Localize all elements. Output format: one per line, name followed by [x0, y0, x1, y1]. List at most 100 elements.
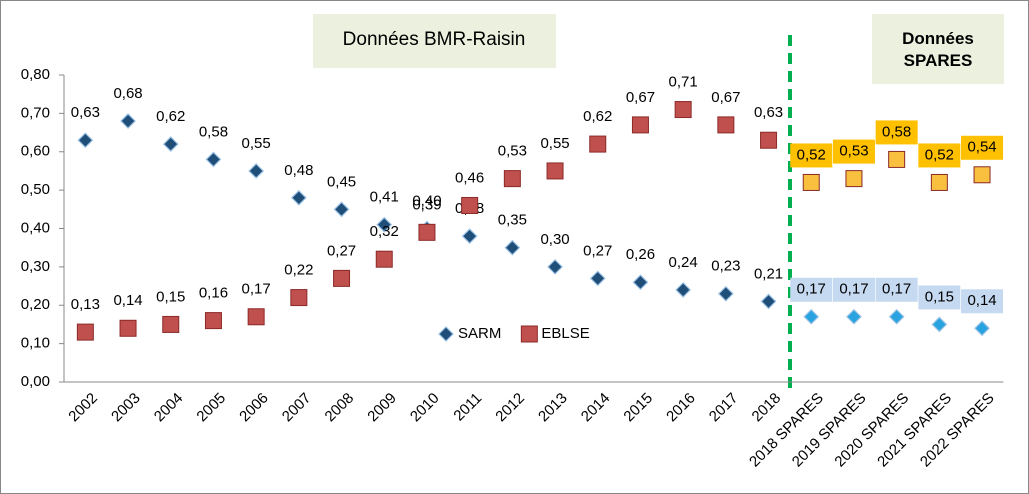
marker	[504, 239, 521, 256]
marker	[119, 319, 137, 337]
data-label: 0,55	[540, 135, 569, 152]
marker	[589, 270, 606, 287]
marker	[333, 269, 351, 287]
y-tick-label: 0,20	[21, 296, 50, 313]
marker	[717, 116, 735, 134]
marker	[520, 325, 538, 343]
data-label: 0,52	[925, 146, 954, 163]
marker	[503, 170, 521, 188]
marker	[546, 162, 564, 180]
marker	[333, 201, 350, 218]
data-label: 0,55	[242, 135, 271, 152]
data-label: 0,14	[113, 292, 142, 309]
data-label: 0,54	[967, 139, 996, 156]
data-label: 0,63	[71, 104, 100, 121]
marker	[77, 132, 94, 149]
marker	[376, 216, 393, 233]
y-tick-label: 0,10	[21, 335, 50, 352]
annotation-box	[313, 14, 556, 68]
data-label: 0,14	[967, 292, 996, 309]
data-label: 0,21	[754, 265, 783, 282]
data-label: 0,27	[583, 242, 612, 259]
label-bg	[875, 120, 918, 145]
data-label: 0,16	[199, 285, 228, 302]
marker	[290, 289, 308, 307]
annotation: Données BMR-Raisin	[343, 29, 526, 50]
marker	[632, 274, 649, 291]
marker	[631, 116, 649, 134]
data-label: 0,27	[327, 242, 356, 259]
marker	[162, 136, 179, 152]
data-label: 0,23	[711, 258, 740, 275]
label-bg	[961, 135, 1004, 160]
label-bg	[832, 277, 875, 302]
marker	[120, 113, 136, 129]
data-label: 0,40	[412, 192, 441, 209]
data-label: 0,67	[711, 89, 740, 106]
label-bg	[918, 285, 961, 310]
data-label: 0,39	[412, 196, 441, 213]
legend-label: EBLSE	[541, 325, 589, 342]
data-label: 0,58	[882, 123, 911, 140]
data-label: 0,35	[498, 212, 527, 229]
marker	[675, 281, 692, 298]
marker	[846, 308, 862, 325]
data-label: 0,46	[455, 169, 484, 186]
label-bg	[790, 143, 833, 168]
marker	[461, 196, 479, 214]
marker	[930, 173, 948, 191]
data-label: 0,63	[754, 104, 783, 121]
data-label: 0,15	[156, 288, 185, 305]
marker	[973, 166, 991, 184]
marker	[375, 250, 393, 268]
legend-label: SARM	[458, 325, 501, 342]
marker	[204, 312, 222, 330]
marker	[547, 258, 563, 275]
marker	[974, 320, 990, 337]
data-label: 0,17	[242, 281, 271, 298]
marker	[888, 150, 906, 168]
marker	[248, 163, 265, 179]
y-tick-label: 0,70	[21, 104, 50, 121]
marker	[418, 223, 436, 241]
label-bg	[832, 139, 875, 164]
data-label: 0,71	[669, 74, 698, 91]
marker	[674, 101, 692, 119]
marker	[247, 308, 265, 326]
data-label: 0,17	[797, 281, 826, 298]
data-label: 0,67	[626, 89, 655, 106]
label-bg	[961, 289, 1004, 314]
y-tick-label: 0,30	[21, 258, 50, 275]
label-bg	[918, 143, 961, 168]
data-label: 0,15	[925, 288, 954, 305]
marker	[290, 189, 307, 206]
data-label: 0,17	[882, 281, 911, 298]
data-label: 0,62	[156, 108, 185, 125]
y-tick-label: 0,80	[21, 66, 50, 83]
annotation-box	[872, 14, 1004, 84]
y-tick-label: 0,60	[21, 143, 50, 160]
marker	[931, 316, 948, 333]
y-tick-label: 0,00	[21, 373, 50, 390]
data-label: 0,53	[839, 143, 868, 160]
marker	[888, 308, 905, 325]
marker	[803, 308, 820, 325]
data-label: 0,22	[284, 262, 313, 279]
data-label: 0,24	[669, 254, 698, 271]
marker	[162, 315, 180, 333]
marker	[589, 135, 607, 153]
marker	[717, 285, 734, 302]
marker	[845, 170, 863, 188]
y-tick-label: 0,50	[21, 181, 50, 198]
data-label: 0,30	[540, 231, 569, 248]
data-label: 0,52	[797, 146, 826, 163]
marker	[760, 131, 778, 149]
annotation-wrap: Données SPARES	[902, 29, 974, 70]
marker	[438, 326, 454, 342]
data-label: 0,32	[370, 223, 399, 240]
label-bg	[875, 277, 918, 302]
data-label: 0,17	[839, 281, 868, 298]
marker	[205, 151, 222, 168]
marker	[461, 228, 478, 245]
